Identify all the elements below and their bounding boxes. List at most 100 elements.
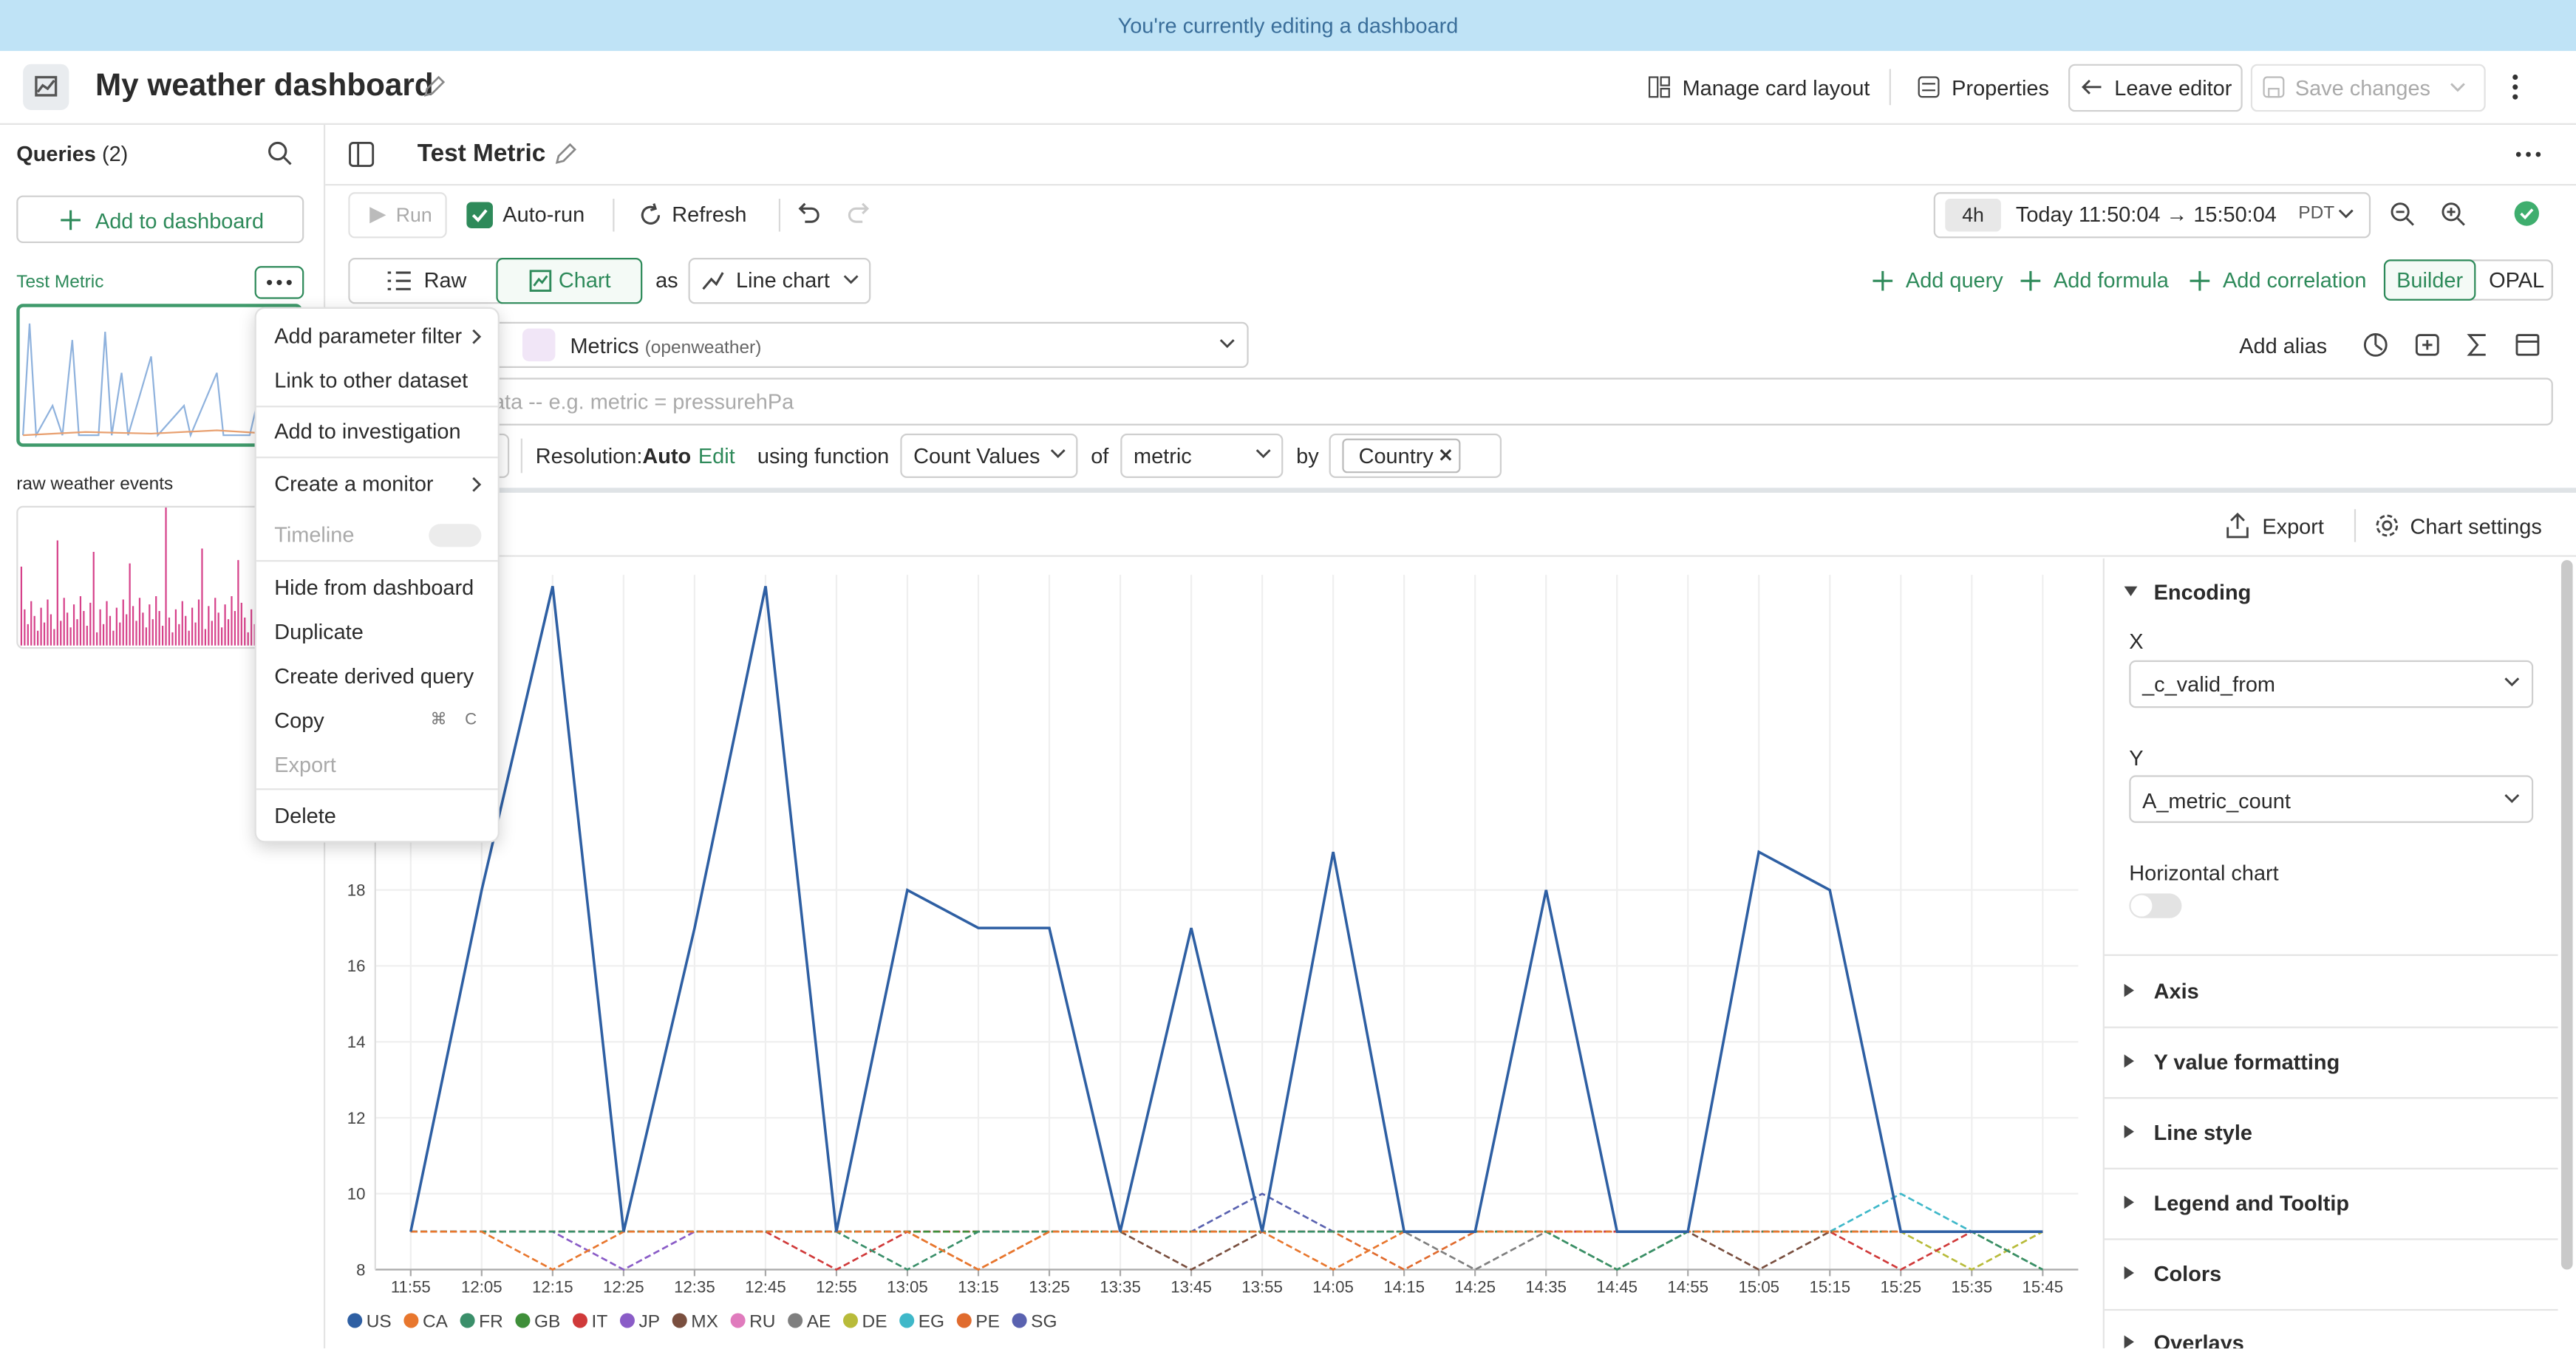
menu-item[interactable]: Create a monitor xyxy=(274,471,434,496)
menu-item[interactable]: Copy xyxy=(274,708,324,733)
properties-button[interactable]: Properties xyxy=(1952,75,2049,100)
export-button[interactable]: Export xyxy=(2262,513,2324,539)
section-heading[interactable]: Legend and Tooltip xyxy=(2153,1190,2350,1216)
thumbnail-chart xyxy=(20,507,299,646)
x-tick-label: 12:35 xyxy=(674,1278,715,1297)
x-tick-label: 15:05 xyxy=(1738,1278,1779,1297)
kebab[interactable] xyxy=(2507,72,2524,102)
plus-icon xyxy=(2020,270,2041,291)
group-by-select[interactable] xyxy=(1329,433,1502,478)
y-select[interactable] xyxy=(2129,775,2534,823)
add-formula[interactable]: Add formula xyxy=(2054,267,2169,293)
scrollbar[interactable] xyxy=(2560,560,2573,1270)
menu-item[interactable]: Hide from dashboard xyxy=(274,575,474,600)
chart-tab[interactable]: Chart xyxy=(558,267,611,293)
query-icons[interactable] xyxy=(2362,332,2543,358)
time-range[interactable]: Today 11:50:04 → 15:50:04 xyxy=(2015,202,2277,227)
add-to-dashboard-frame[interactable] xyxy=(16,195,304,244)
kebab[interactable] xyxy=(2514,148,2543,161)
chart-tab-frame[interactable] xyxy=(496,258,643,304)
function[interactable]: Count Values xyxy=(913,443,1040,468)
raw-tab[interactable]: Raw xyxy=(423,267,467,293)
separator xyxy=(256,560,498,562)
edit-resolution[interactable]: Edit xyxy=(698,443,735,468)
auto-run-label[interactable]: Auto-run xyxy=(502,202,585,227)
menu-item: Timeline xyxy=(274,522,355,547)
section-heading[interactable]: Overlays xyxy=(2153,1330,2244,1349)
undo[interactable] xyxy=(795,202,822,225)
section-heading[interactable]: Line style xyxy=(2153,1120,2252,1145)
section-heading[interactable]: Axis xyxy=(2153,979,2199,1004)
time-picker[interactable] xyxy=(1933,192,2371,239)
check xyxy=(471,209,488,222)
metric-select[interactable] xyxy=(1120,433,1284,478)
zoom-in[interactable] xyxy=(2439,200,2466,227)
thumbnail-chart xyxy=(22,323,297,439)
dashboard-title[interactable]: My weather dashboard xyxy=(95,69,434,104)
auto-run-checkbox[interactable] xyxy=(466,202,493,229)
save-button: Save changes xyxy=(2294,75,2431,100)
chevron xyxy=(1255,449,1271,459)
x-select[interactable] xyxy=(2129,660,2534,708)
add-alias[interactable]: Add alias xyxy=(2239,333,2328,358)
chart-settings-button[interactable]: Chart settings xyxy=(2410,513,2542,539)
dashboard-icon[interactable] xyxy=(23,64,69,110)
search-icon[interactable] xyxy=(266,140,293,166)
timezone[interactable]: PDT xyxy=(2298,203,2335,224)
zoom-out[interactable] xyxy=(2389,200,2416,227)
legend-label: SG xyxy=(1031,1311,1057,1331)
group-chip[interactable] xyxy=(1342,438,1461,474)
query-thumbnail[interactable] xyxy=(16,505,303,649)
leave-editor-frame[interactable] xyxy=(2068,64,2243,112)
filter-placeholder[interactable]: ata -- e.g. metric = pressurehPa xyxy=(492,389,794,414)
add-correlation[interactable]: Add correlation xyxy=(2223,267,2367,293)
menu-item[interactable]: Link to other dataset xyxy=(274,368,468,393)
menu-item[interactable]: Add parameter filter xyxy=(274,323,463,349)
dataset-name[interactable]: Metrics (openweather) xyxy=(570,333,761,358)
edit-icon[interactable] xyxy=(420,74,447,100)
chart-type[interactable]: Line chart xyxy=(736,267,830,293)
using-function-label: using function xyxy=(757,443,890,468)
range-chip[interactable]: 4h xyxy=(1945,199,2001,232)
add-to-dashboard-button[interactable]: Add to dashboard xyxy=(95,208,265,233)
legend-label: CA xyxy=(423,1311,449,1331)
remove-chip[interactable] xyxy=(1437,447,1454,463)
horizontal-label: Horizontal chart xyxy=(2129,860,2279,886)
dataset-sub: (openweather) xyxy=(644,338,762,358)
x-value[interactable]: _c_valid_from xyxy=(2142,672,2276,697)
builder-mode[interactable]: Builder xyxy=(2383,259,2476,301)
encoding-heading[interactable]: Encoding xyxy=(2153,579,2252,605)
section-heading[interactable]: Y value formatting xyxy=(2153,1049,2340,1074)
panel-toggle[interactable] xyxy=(348,141,375,168)
plus-icon xyxy=(1873,270,1893,291)
edit-icon[interactable] xyxy=(552,141,579,168)
add-query[interactable]: Add query xyxy=(1905,267,2003,293)
y-value[interactable]: A_metric_count xyxy=(2142,788,2291,813)
leave-editor-button[interactable]: Leave editor xyxy=(2114,75,2232,100)
group[interactable]: Country xyxy=(1358,443,1434,468)
menu-item[interactable]: Duplicate xyxy=(274,619,364,644)
opal-mode[interactable]: OPAL xyxy=(2489,267,2545,293)
menu-item[interactable]: Create derived query xyxy=(274,663,474,689)
chevron xyxy=(2338,209,2354,219)
manage-layout-button[interactable]: Manage card layout xyxy=(1682,75,1870,100)
section-heading[interactable]: Colors xyxy=(2153,1261,2222,1286)
function-select[interactable] xyxy=(900,433,1078,478)
query-name[interactable]: Test Metric xyxy=(16,273,104,293)
x-tick-label: 14:35 xyxy=(1525,1278,1567,1297)
menu-item[interactable]: Delete xyxy=(274,803,336,828)
horizontal-toggle[interactable] xyxy=(2129,893,2182,918)
chevron xyxy=(1219,339,1235,349)
refresh-button[interactable]: Refresh xyxy=(672,202,747,227)
metric[interactable]: metric xyxy=(1134,443,1192,468)
query-menu-button[interactable] xyxy=(254,266,304,299)
x-tick-label: 14:45 xyxy=(1596,1278,1638,1297)
query-title[interactable]: Test Metric xyxy=(417,139,546,168)
menu-item[interactable]: Add to investigation xyxy=(274,418,461,444)
query-name[interactable]: raw weather events xyxy=(16,474,174,495)
divider xyxy=(2104,1026,2558,1028)
chart-type-select[interactable] xyxy=(688,258,871,304)
caret xyxy=(2124,1266,2134,1280)
